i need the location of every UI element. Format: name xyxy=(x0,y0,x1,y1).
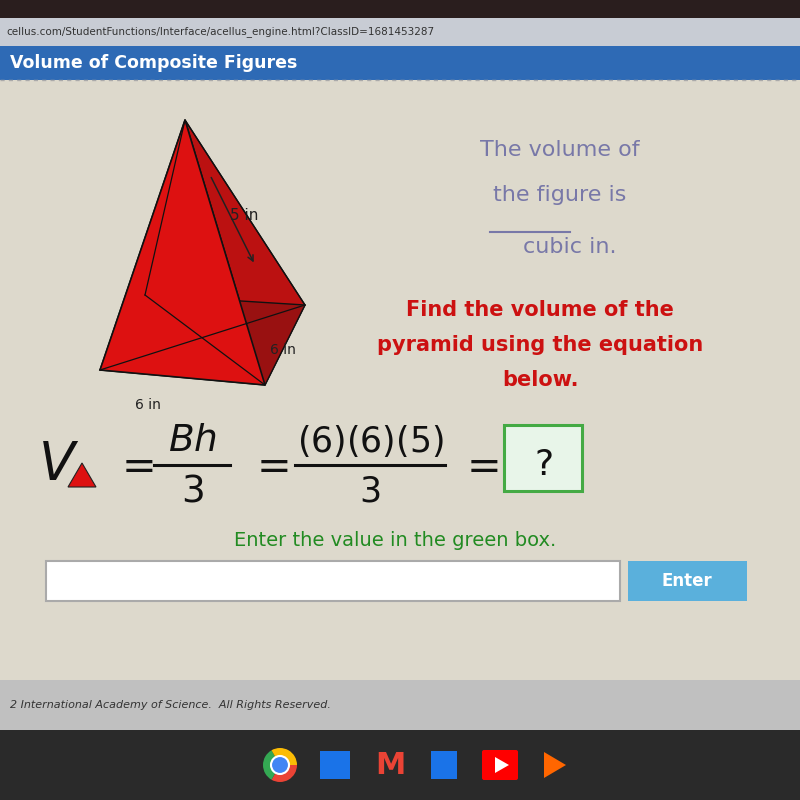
Polygon shape xyxy=(544,752,566,778)
FancyBboxPatch shape xyxy=(0,46,800,80)
Text: the figure is: the figure is xyxy=(494,185,626,205)
Circle shape xyxy=(271,756,289,774)
Text: $=$: $=$ xyxy=(113,444,154,486)
Text: cellus.com/StudentFunctions/Interface/acellus_engine.html?ClassID=1681453287: cellus.com/StudentFunctions/Interface/ac… xyxy=(6,26,434,38)
Text: 6 in: 6 in xyxy=(135,398,161,412)
FancyBboxPatch shape xyxy=(0,730,800,800)
Text: $=$: $=$ xyxy=(248,444,289,486)
FancyBboxPatch shape xyxy=(0,80,800,680)
Polygon shape xyxy=(100,120,185,370)
Wedge shape xyxy=(271,748,297,765)
Text: $3$: $3$ xyxy=(181,473,203,509)
Polygon shape xyxy=(495,757,509,773)
Text: 2 International Academy of Science.  All Rights Reserved.: 2 International Academy of Science. All … xyxy=(10,700,331,710)
Wedge shape xyxy=(263,750,280,780)
FancyBboxPatch shape xyxy=(0,18,800,46)
FancyBboxPatch shape xyxy=(320,751,350,779)
FancyBboxPatch shape xyxy=(482,750,518,780)
Text: Volume of Composite Figures: Volume of Composite Figures xyxy=(10,54,298,72)
Text: Enter the value in the green box.: Enter the value in the green box. xyxy=(234,530,556,550)
Polygon shape xyxy=(100,120,265,385)
Text: below.: below. xyxy=(502,370,578,390)
Polygon shape xyxy=(68,463,96,487)
Text: cubic in.: cubic in. xyxy=(523,237,617,257)
Text: $\mathit{Bh}$: $\mathit{Bh}$ xyxy=(167,423,217,459)
Text: Find the volume of the: Find the volume of the xyxy=(406,300,674,320)
FancyBboxPatch shape xyxy=(46,561,620,601)
Text: Enter: Enter xyxy=(662,572,712,590)
Text: $3$: $3$ xyxy=(359,474,381,508)
Wedge shape xyxy=(271,765,297,782)
Text: $=$: $=$ xyxy=(458,444,498,486)
Polygon shape xyxy=(185,120,305,385)
FancyBboxPatch shape xyxy=(0,0,800,18)
Text: $(6)(6)(5)$: $(6)(6)(5)$ xyxy=(297,423,443,459)
Text: pyramid using the equation: pyramid using the equation xyxy=(377,335,703,355)
Polygon shape xyxy=(100,295,305,385)
Text: $\mathit{V}$: $\mathit{V}$ xyxy=(38,439,79,491)
FancyBboxPatch shape xyxy=(431,751,457,779)
Text: $?$: $?$ xyxy=(534,448,552,482)
Text: 5 in: 5 in xyxy=(230,207,258,222)
Text: The volume of: The volume of xyxy=(480,140,640,160)
FancyBboxPatch shape xyxy=(0,680,800,730)
FancyBboxPatch shape xyxy=(504,425,582,491)
Text: 6 in: 6 in xyxy=(270,343,296,357)
FancyBboxPatch shape xyxy=(628,561,747,601)
Text: M: M xyxy=(375,750,405,779)
